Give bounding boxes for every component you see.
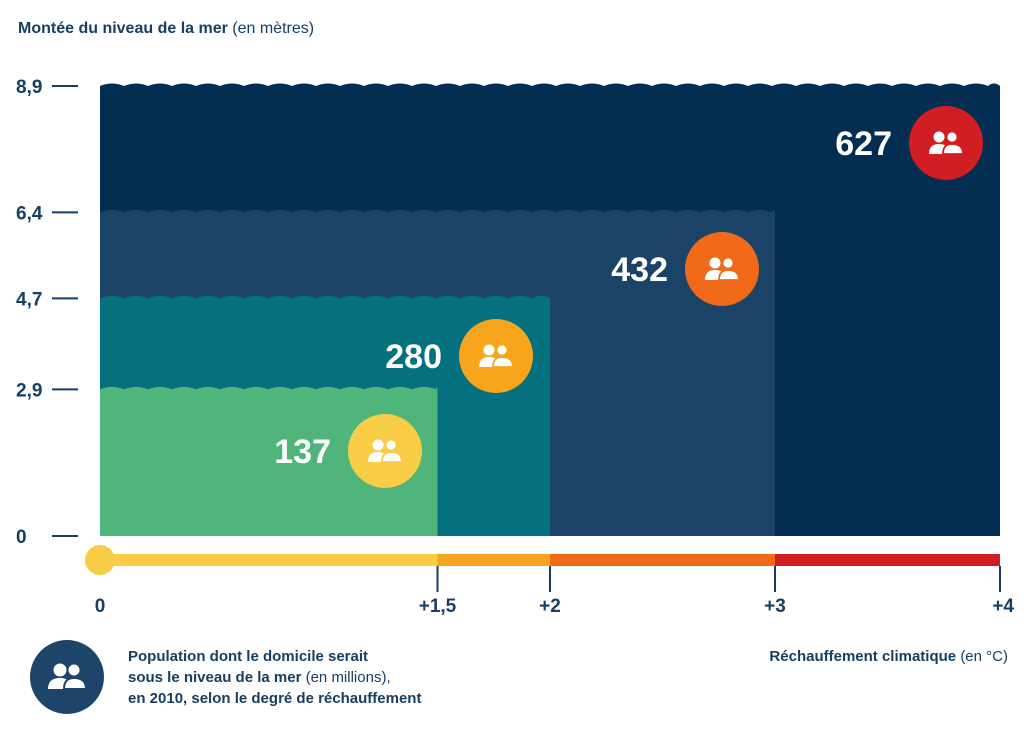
people-icon (705, 256, 740, 281)
population-label-1: 137 (274, 433, 331, 471)
people-icon (368, 438, 403, 463)
population-badge-2 (459, 319, 533, 393)
people-icon (929, 130, 964, 155)
population-label-3: 432 (611, 251, 668, 289)
y-tick-label-1: 2,9 (16, 380, 42, 401)
warming-bar-start-dot (85, 545, 115, 575)
population-label-2: 280 (385, 338, 442, 376)
x-tick-label-0: 0 (95, 596, 106, 617)
y-tick-label-4: 8,9 (16, 77, 42, 98)
people-icon (479, 343, 514, 368)
population-badge-3 (685, 232, 759, 306)
x-axis-title: Réchauffement climatique (en °C) (769, 648, 1008, 665)
warming-bar-segment-3 (550, 554, 775, 566)
y-axis-title: Montée du niveau de la mer (en mètres) (18, 20, 315, 37)
water-area-1 (100, 386, 438, 536)
warming-bar-segment-2 (437, 554, 550, 566)
x-tick-label-3: +3 (764, 596, 786, 617)
y-tick-label-2: 4,7 (16, 289, 42, 310)
population-badge-1 (348, 414, 422, 488)
x-tick-label-1: +1,5 (419, 596, 457, 617)
y-tick-label-0: 0 (16, 527, 27, 548)
x-tick-label-2: +2 (539, 596, 561, 617)
warming-bar-segment-1 (100, 554, 438, 566)
x-tick-label-4: +4 (992, 596, 1014, 617)
population-label-4: 627 (835, 125, 892, 163)
warming-bar-segment-4 (775, 554, 1000, 566)
people-icon (30, 640, 104, 714)
legend: Population dont le domicile serait sous … (30, 640, 421, 714)
legend-text: Population dont le domicile serait sous … (128, 647, 422, 707)
y-tick-label-3: 6,4 (16, 203, 43, 224)
population-badge-4 (909, 106, 983, 180)
